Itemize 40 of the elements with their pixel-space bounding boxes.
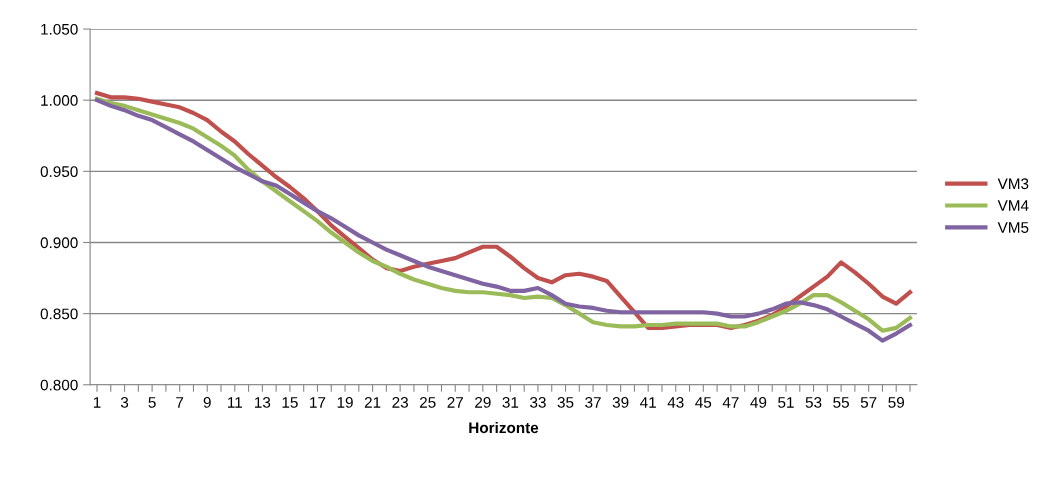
x-tick-label: 3 bbox=[120, 396, 129, 408]
x-tick-label: 39 bbox=[612, 396, 629, 408]
y-tick-label: 1.050 bbox=[41, 23, 78, 35]
y-tick-label: 0.950 bbox=[40, 166, 78, 178]
x-tick-label: 17 bbox=[310, 397, 326, 408]
x-tick-label: 21 bbox=[364, 396, 381, 408]
x-tick-label: 55 bbox=[833, 397, 849, 408]
legend-label: VM4 bbox=[997, 200, 1029, 211]
x-tick-label: 35 bbox=[557, 396, 574, 408]
y-tick-label: 0.850 bbox=[40, 308, 78, 320]
x-tick-label: 31 bbox=[502, 396, 519, 408]
x-tick-label: 33 bbox=[530, 396, 546, 408]
x-tick-label: 47 bbox=[722, 397, 739, 408]
x-tick-label: 57 bbox=[860, 397, 877, 408]
x-tick-label: 43 bbox=[667, 396, 684, 408]
x-tick-label: 7 bbox=[176, 397, 184, 408]
x-tick-label: 9 bbox=[203, 396, 211, 408]
legend-label: VM3 bbox=[997, 178, 1029, 190]
x-tick-label: 59 bbox=[888, 396, 904, 408]
y-tick-label: 0.900 bbox=[40, 237, 78, 249]
x-tick-label: 49 bbox=[750, 396, 767, 408]
y-tick-label: 1.000 bbox=[41, 95, 78, 106]
x-tick-label: 27 bbox=[447, 396, 463, 408]
x-tick-label: 25 bbox=[419, 396, 436, 408]
x-tick-label: 41 bbox=[640, 397, 656, 408]
x-tick-label: 23 bbox=[392, 396, 408, 408]
x-tick-label: 53 bbox=[805, 396, 822, 408]
legend-label: VM5 bbox=[997, 222, 1029, 233]
x-tick-label: 15 bbox=[282, 397, 298, 408]
x-tick-label: 37 bbox=[585, 396, 601, 408]
x-tick-label: 11 bbox=[228, 397, 242, 408]
x-tick-label: 13 bbox=[255, 396, 271, 408]
y-tick-label: 0.800 bbox=[40, 379, 78, 391]
x-tick-label: 5 bbox=[148, 397, 156, 408]
x-tick-label: 51 bbox=[778, 397, 794, 408]
x-tick-label: 19 bbox=[337, 396, 353, 408]
x-tick-label: 29 bbox=[475, 396, 491, 408]
x-axis-title: Horizonte bbox=[469, 421, 539, 434]
x-tick-label: 45 bbox=[695, 397, 712, 408]
x-tick-label: 1 bbox=[93, 397, 101, 408]
